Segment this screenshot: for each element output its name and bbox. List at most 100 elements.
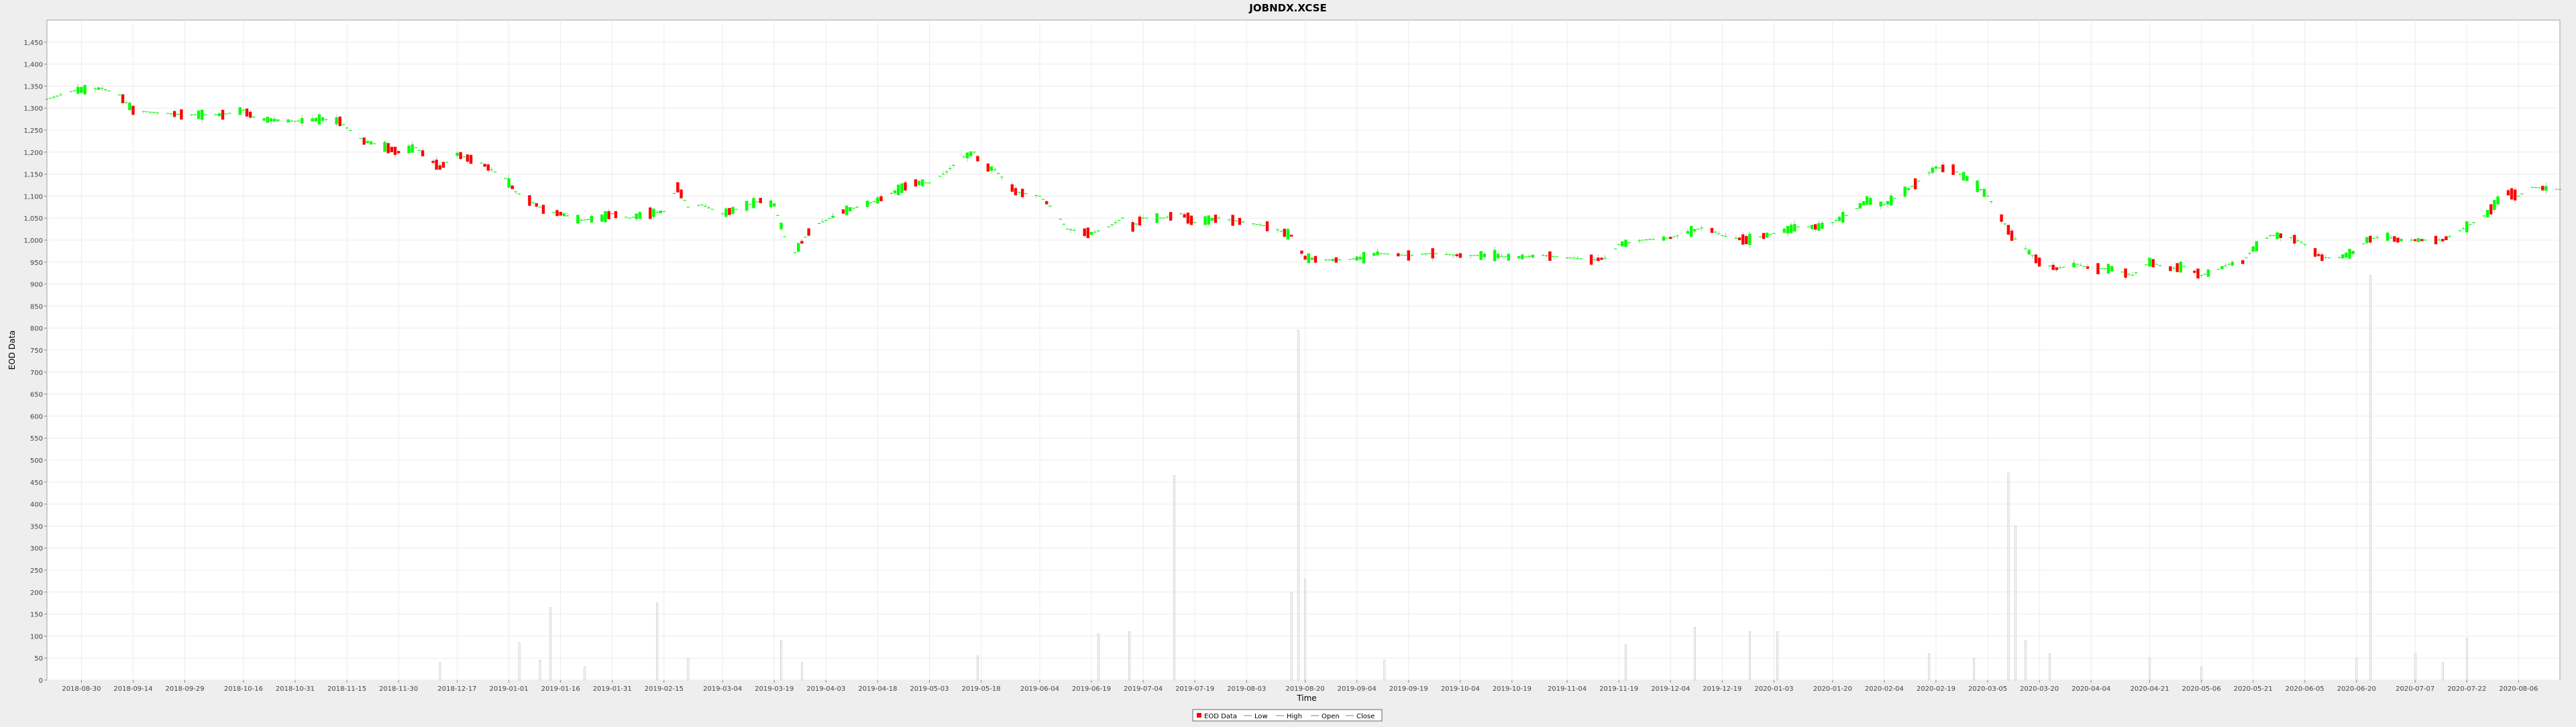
candle-body (1541, 255, 1545, 256)
candle-body (1110, 224, 1114, 225)
candle-body (466, 154, 470, 162)
candle-body (1089, 232, 1093, 235)
candle-body (2196, 268, 2200, 279)
candle-body (2265, 237, 2269, 239)
x-tick-label: 2018-08-30 (62, 685, 101, 693)
candle-body (1155, 213, 1159, 223)
candle-body (993, 169, 997, 170)
candle-body (48, 97, 52, 99)
candle-body (1548, 251, 1552, 261)
candle-body (2251, 246, 2255, 252)
candle-body (604, 211, 607, 223)
candle-body (2055, 267, 2058, 270)
candle-body (241, 109, 246, 111)
volume-bar (2414, 653, 2416, 681)
candle-body (1373, 253, 1376, 256)
candle-body (1376, 251, 1379, 256)
candle-body (2420, 239, 2424, 241)
candle-body (1117, 219, 1121, 221)
candle-body (649, 207, 652, 219)
volume-bar (1297, 330, 1299, 681)
candle-body (1214, 215, 1218, 223)
candle-body (72, 90, 76, 91)
x-tick-label: 2019-06-04 (1020, 685, 1059, 693)
candle-body (1289, 235, 1293, 237)
y-tick-label: 900 (30, 282, 43, 289)
candle-body (1500, 256, 1503, 257)
y-tick-label: 1,400 (23, 62, 43, 69)
candle-body (1193, 222, 1197, 223)
candle-body (2300, 242, 2303, 243)
candle-body (1452, 254, 1455, 256)
y-tick-label: 1,450 (23, 40, 43, 47)
candle-body (1748, 233, 1752, 245)
candle-body (1662, 236, 1666, 241)
candle-body (97, 87, 101, 90)
candle-body (559, 211, 562, 216)
candle-body (566, 215, 570, 217)
legend-label: Open (1322, 713, 1340, 720)
volume-bar (1128, 631, 1131, 681)
candle-body (1410, 254, 1414, 256)
candle-body (1693, 229, 1697, 231)
candle-body (2393, 236, 2396, 242)
candle-body (607, 211, 610, 219)
candle-body (2351, 251, 2355, 254)
x-tick-label: 2020-01-20 (1813, 685, 1852, 693)
volume-bar (2149, 657, 2151, 681)
y-tick-label: 300 (30, 545, 43, 553)
candle-body (1476, 255, 1479, 256)
x-tick-label: 2019-05-03 (910, 685, 949, 693)
candle-body (1379, 253, 1383, 254)
candle-body (707, 207, 710, 209)
candle-body (965, 152, 969, 158)
candle-body (1262, 225, 1266, 227)
candle-body (2313, 248, 2317, 257)
candle-body (728, 208, 731, 215)
candle-body (2510, 188, 2514, 200)
candle-body (131, 105, 135, 115)
candle-body (2248, 253, 2251, 254)
candle-body (2390, 237, 2393, 239)
candle-body (1713, 231, 1717, 233)
candle-body (828, 218, 831, 219)
candle-body (1252, 223, 1255, 225)
candle-body (1837, 217, 1841, 221)
volume-bar (1973, 657, 1976, 681)
candle-body (2110, 266, 2114, 272)
candle-body (2424, 239, 2427, 241)
candle-body (148, 111, 152, 113)
candle-body (2555, 188, 2559, 190)
candle-body (1407, 250, 1410, 261)
x-tick-label: 2019-03-19 (755, 685, 794, 693)
candle-body (1627, 242, 1631, 243)
candle-body (628, 217, 631, 219)
volume-bar (518, 642, 521, 681)
candle-body (1517, 256, 1521, 259)
candle-body (652, 209, 655, 217)
candle-body (2369, 235, 2372, 243)
candle-body (1641, 239, 1645, 241)
y-tick-label: 1,200 (23, 150, 43, 157)
legend-label: Low (1254, 713, 1268, 720)
x-tick-label: 2019-01-16 (541, 685, 580, 693)
candle-body (1503, 256, 1507, 258)
candle-body (1845, 215, 1848, 216)
candle-body (1217, 217, 1221, 219)
candle-body (1255, 223, 1258, 225)
x-tick-label: 2020-05-06 (2182, 685, 2221, 693)
candle-body (325, 119, 328, 120)
volume-bar (687, 657, 690, 681)
candle-body (504, 178, 507, 179)
candle-body (2037, 258, 2041, 267)
candle-body (759, 198, 762, 203)
volume-bar (780, 640, 783, 681)
volume-bar (2025, 640, 2027, 681)
candle-body (2482, 215, 2486, 217)
candle-body (486, 164, 490, 171)
candle-body (1903, 186, 1907, 197)
y-tick-label: 1,150 (23, 172, 43, 179)
candle-body (301, 118, 304, 124)
volume-bar (584, 666, 586, 681)
